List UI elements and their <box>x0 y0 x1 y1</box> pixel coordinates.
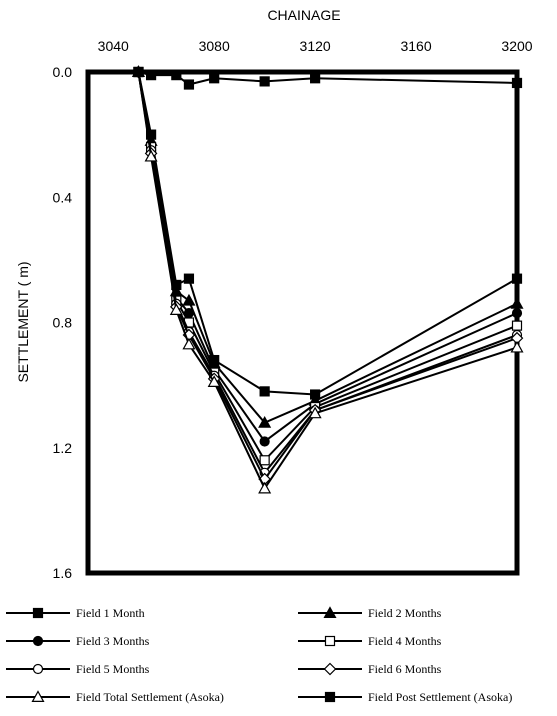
x-tick-labels: 3040 3080 3120 3160 3200 <box>98 38 533 54</box>
series-4 <box>133 66 523 478</box>
data-point <box>510 296 524 309</box>
data-point <box>133 66 144 78</box>
data-point <box>308 406 322 419</box>
data-point <box>510 340 524 353</box>
x-tick-label: 3200 <box>501 38 532 54</box>
legend-label: Field 5 Months <box>76 662 150 676</box>
legend-label: Field Total Settlement (Asoka) <box>76 690 224 704</box>
data-point <box>259 386 270 397</box>
data-point <box>209 73 220 84</box>
series-layer <box>131 65 524 494</box>
series-2 <box>133 66 523 447</box>
y-tick-labels: 0.0 0.4 0.8 1.2 1.6 <box>53 64 73 581</box>
legend-item: Field 5 Months <box>6 662 150 676</box>
x-tick-label: 3160 <box>400 38 431 54</box>
legend-marker <box>324 635 336 647</box>
legend-label: Field Post Settlement (Asoka) <box>368 690 512 704</box>
x-tick-label: 3080 <box>199 38 230 54</box>
data-point <box>511 320 523 331</box>
legend-item: Field 2 Months <box>298 606 442 620</box>
x-axis-title: CHAINAGE <box>267 7 340 23</box>
series-7 <box>133 66 523 90</box>
legend-label: Field 2 Months <box>368 606 442 620</box>
legend-item: Field Total Settlement (Asoka) <box>6 690 224 704</box>
legend-marker <box>32 663 44 675</box>
data-point <box>171 70 182 81</box>
legend-item: Field 1 Month <box>6 606 145 620</box>
data-point <box>258 415 272 428</box>
y-axis-title: SETTLEMENT ( m) <box>15 261 31 382</box>
data-point <box>145 70 157 81</box>
legend-marker <box>324 691 336 703</box>
data-point <box>511 273 523 284</box>
legend-marker <box>31 690 45 703</box>
data-point <box>169 303 183 315</box>
data-point <box>183 79 195 90</box>
data-point <box>182 293 196 306</box>
y-tick-label: 0.4 <box>53 189 73 205</box>
series-line <box>137 71 518 462</box>
legend-marker <box>323 662 337 676</box>
series-line <box>137 71 518 443</box>
legend: Field 1 Month Field 2 Months Field 3 Month… <box>6 606 512 704</box>
y-tick-label: 1.2 <box>53 440 73 456</box>
data-point <box>182 337 196 350</box>
data-point <box>259 76 270 87</box>
data-point <box>183 273 195 284</box>
legend-item: Field 4 Months <box>298 634 442 648</box>
data-point <box>511 308 523 319</box>
data-point <box>207 375 221 387</box>
series-line <box>137 71 518 491</box>
legend-marker <box>32 635 44 647</box>
x-tick-label: 3040 <box>98 38 129 54</box>
legend-label: Field 1 Month <box>76 606 145 620</box>
data-point <box>511 77 523 89</box>
data-point <box>258 481 272 494</box>
x-tick-label: 3120 <box>300 38 331 54</box>
y-tick-label: 1.6 <box>53 565 73 581</box>
series-line <box>137 71 518 475</box>
series-line <box>137 71 518 481</box>
legend-item: Field 6 Months <box>298 662 442 676</box>
legend-item: Field Post Settlement (Asoka) <box>298 690 512 704</box>
data-point <box>259 455 270 466</box>
y-tick-label: 0.0 <box>53 64 73 80</box>
data-point <box>310 73 321 84</box>
legend-item: Field 3 Months <box>6 634 150 648</box>
legend-label: Field 3 Months <box>76 634 150 648</box>
data-point <box>259 436 270 447</box>
legend-label: Field 6 Months <box>368 662 442 676</box>
series-1 <box>131 65 524 428</box>
legend-label: Field 4 Months <box>368 634 442 648</box>
data-point <box>144 149 158 162</box>
legend-marker <box>32 607 44 619</box>
legend-marker <box>323 606 337 619</box>
series-line <box>137 71 518 424</box>
y-tick-label: 0.8 <box>53 315 73 331</box>
